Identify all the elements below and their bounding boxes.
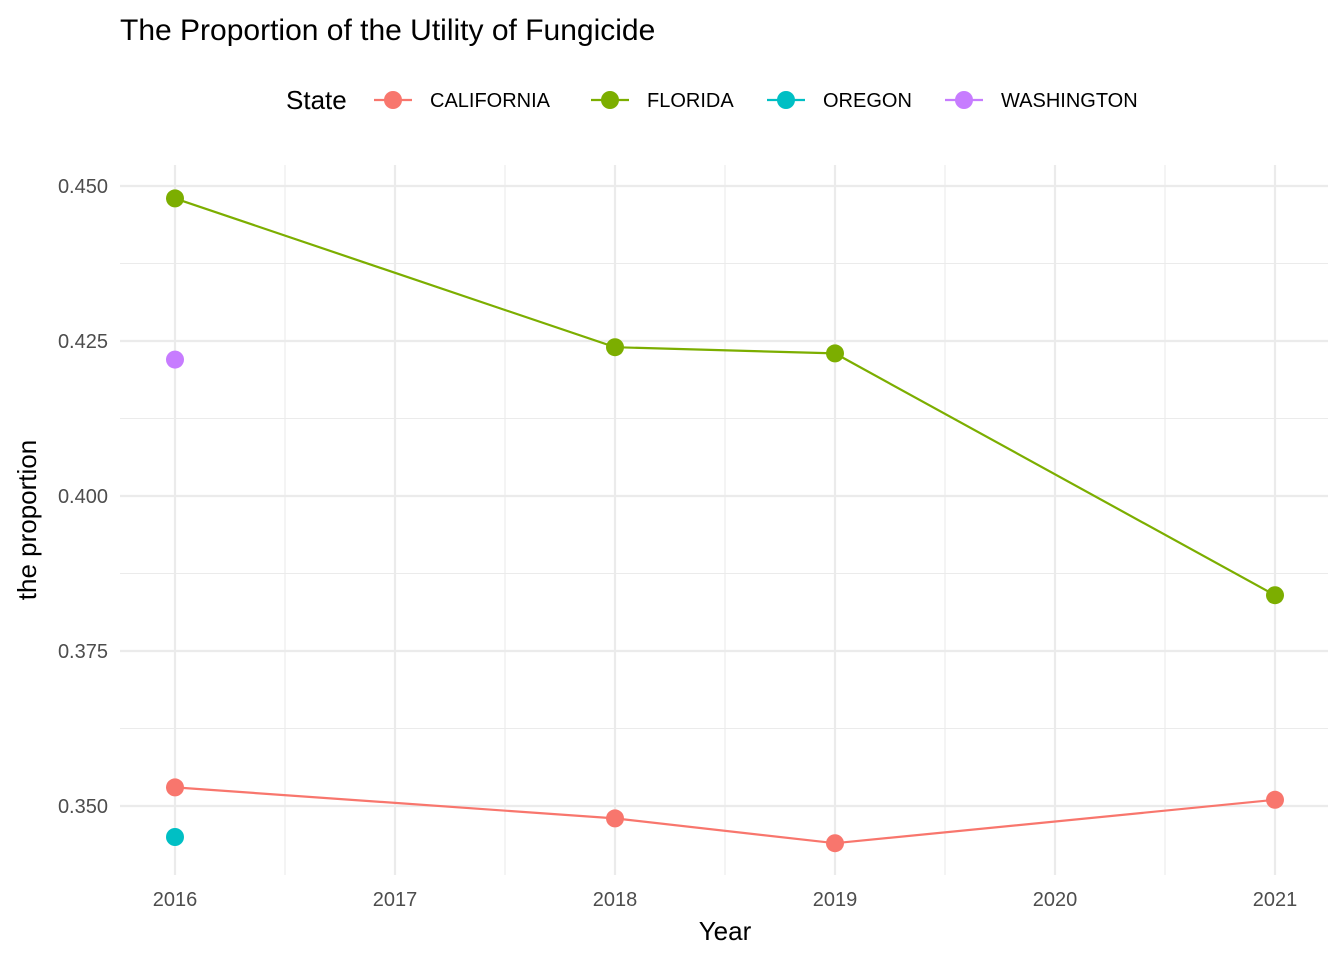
legend-label-california: CALIFORNIA (430, 90, 551, 112)
y-tick-label: 0.375 (58, 641, 108, 663)
x-tick-label: 2017 (373, 889, 418, 911)
data-point-washington (166, 350, 184, 369)
legend-key-point-florida (601, 91, 619, 109)
y-axis-ticks: 0.350 0.375 0.400 0.425 0.450 (58, 176, 108, 818)
series-line-california (174, 786, 1276, 845)
y-axis-title: the proportion (12, 440, 42, 600)
y-tick-label: 0.400 (58, 486, 108, 508)
legend-key-point-washington (955, 91, 973, 109)
legend: State CALIFORNIA FLORIDA OREGON WASHINGTON (286, 85, 1138, 115)
x-axis-ticks: 2016 2017 2018 2019 2020 2021 (153, 889, 1298, 911)
data-point-florida (826, 344, 844, 363)
x-tick-label: 2019 (813, 889, 858, 911)
chart-title: The Proportion of the Utility of Fungici… (120, 14, 655, 47)
data-point-florida (606, 338, 624, 357)
legend-key-point-california (384, 91, 402, 109)
y-tick-label: 0.350 (58, 796, 108, 818)
legend-label-florida: FLORIDA (647, 90, 734, 112)
x-tick-label: 2018 (593, 889, 638, 911)
legend-key-point-oregon (777, 91, 795, 109)
data-point-oregon (166, 828, 184, 846)
x-tick-label: 2021 (1253, 889, 1298, 911)
data-point-florida (1266, 586, 1284, 605)
x-axis-title: Year (699, 916, 752, 946)
legend-label-oregon: OREGON (823, 90, 912, 112)
x-tick-label: 2020 (1033, 889, 1078, 911)
data-point-california (1266, 790, 1284, 809)
legend-label-washington: WASHINGTON (1001, 90, 1138, 112)
data-point-california (606, 809, 624, 828)
y-tick-label: 0.425 (58, 331, 108, 353)
legend-title: State (286, 85, 347, 115)
plot-grid (120, 165, 1328, 875)
data-point-california (826, 834, 844, 853)
y-tick-label: 0.450 (58, 176, 108, 198)
series-line-florida (174, 197, 1276, 597)
data-point-florida (166, 189, 184, 208)
data-point-california (166, 778, 184, 797)
plot-series (166, 189, 1284, 853)
x-tick-label: 2016 (153, 889, 198, 911)
